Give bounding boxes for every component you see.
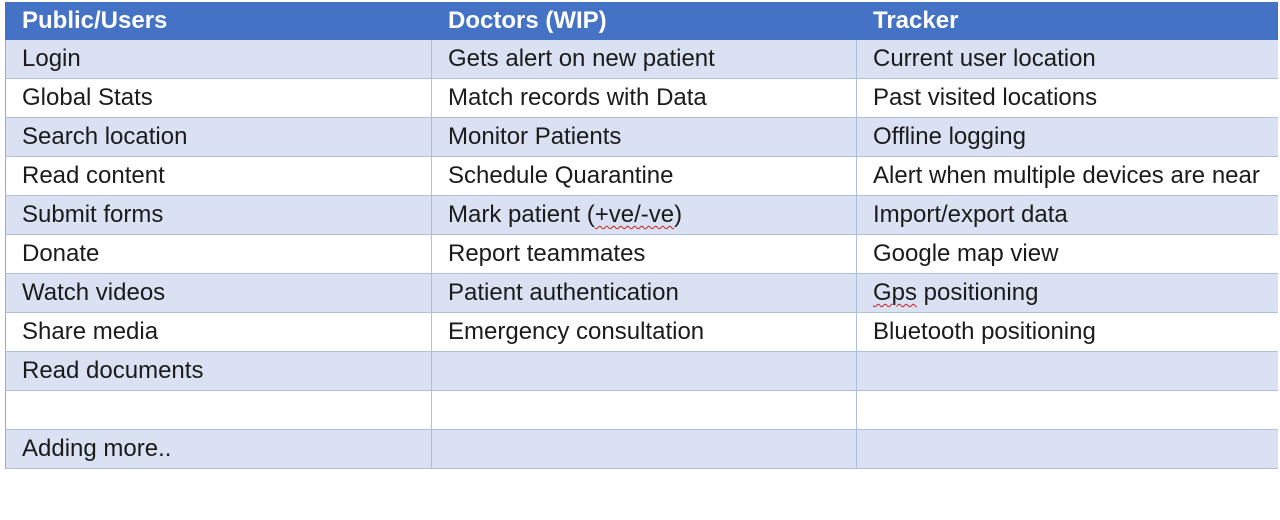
- table-cell: [856, 351, 1278, 391]
- table-row: Share media Emergency consultation Bluet…: [5, 312, 1278, 352]
- table-row: Global Stats Match records with Data Pas…: [5, 78, 1278, 118]
- table-cell: Gets alert on new patient: [431, 39, 857, 79]
- spellcheck-underline: +ve/-ve: [594, 201, 675, 228]
- table-cell: Adding more..: [5, 429, 432, 469]
- column-header-public-users: Public/Users: [5, 2, 432, 40]
- table-cell: Mark patient (+ve/-ve): [431, 195, 857, 235]
- table-cell: Report teammates: [431, 234, 857, 274]
- table-cell: [431, 429, 857, 469]
- table-body: Login Gets alert on new patient Current …: [5, 39, 1278, 469]
- table-cell: Google map view: [856, 234, 1278, 274]
- table-cell: Submit forms: [5, 195, 432, 235]
- table-cell: Watch videos: [5, 273, 432, 313]
- table-cell: Read documents: [5, 351, 432, 391]
- table-cell: Patient authentication: [431, 273, 857, 313]
- table-cell: Emergency consultation: [431, 312, 857, 352]
- table-cell: Schedule Quarantine: [431, 156, 857, 196]
- table-cell: Share media: [5, 312, 432, 352]
- table-cell: [431, 390, 857, 430]
- table-cell: Offline logging: [856, 117, 1278, 157]
- table-row: [5, 390, 1278, 430]
- table-cell: [431, 351, 857, 391]
- table-cell: Monitor Patients: [431, 117, 857, 157]
- table-row: Read documents: [5, 351, 1278, 391]
- table-cell: Current user location: [856, 39, 1278, 79]
- table-cell: Past visited locations: [856, 78, 1278, 118]
- table-cell: Match records with Data: [431, 78, 857, 118]
- spellcheck-underline: Gps: [873, 279, 918, 306]
- table-row: Watch videos Patient authentication Gps …: [5, 273, 1278, 313]
- table-row: Login Gets alert on new patient Current …: [5, 39, 1278, 79]
- table-row: Adding more..: [5, 429, 1278, 469]
- table-cell: Donate: [5, 234, 432, 274]
- table-cell: Alert when multiple devices are near: [856, 156, 1278, 196]
- table-row: Submit forms Mark patient (+ve/-ve) Impo…: [5, 195, 1278, 235]
- table-row: Donate Report teammates Google map view: [5, 234, 1278, 274]
- table-cell: [5, 390, 432, 430]
- table-cell: [856, 429, 1278, 469]
- header-row: Public/Users Doctors (WIP) Tracker: [5, 2, 1278, 40]
- column-header-tracker: Tracker: [856, 2, 1278, 40]
- table-cell: Global Stats: [5, 78, 432, 118]
- feature-table: Public/Users Doctors (WIP) Tracker Login…: [5, 2, 1278, 469]
- table-cell: Bluetooth positioning: [856, 312, 1278, 352]
- table-row: Search location Monitor Patients Offline…: [5, 117, 1278, 157]
- table-cell: Gps positioning: [856, 273, 1278, 313]
- feature-table-wrapper: Public/Users Doctors (WIP) Tracker Login…: [5, 2, 1278, 469]
- table-cell: Import/export data: [856, 195, 1278, 235]
- column-header-doctors: Doctors (WIP): [431, 2, 857, 40]
- table-cell: [856, 390, 1278, 430]
- table-cell: Login: [5, 39, 432, 79]
- table-row: Read content Schedule Quarantine Alert w…: [5, 156, 1278, 196]
- table-cell: Search location: [5, 117, 432, 157]
- table-cell: Read content: [5, 156, 432, 196]
